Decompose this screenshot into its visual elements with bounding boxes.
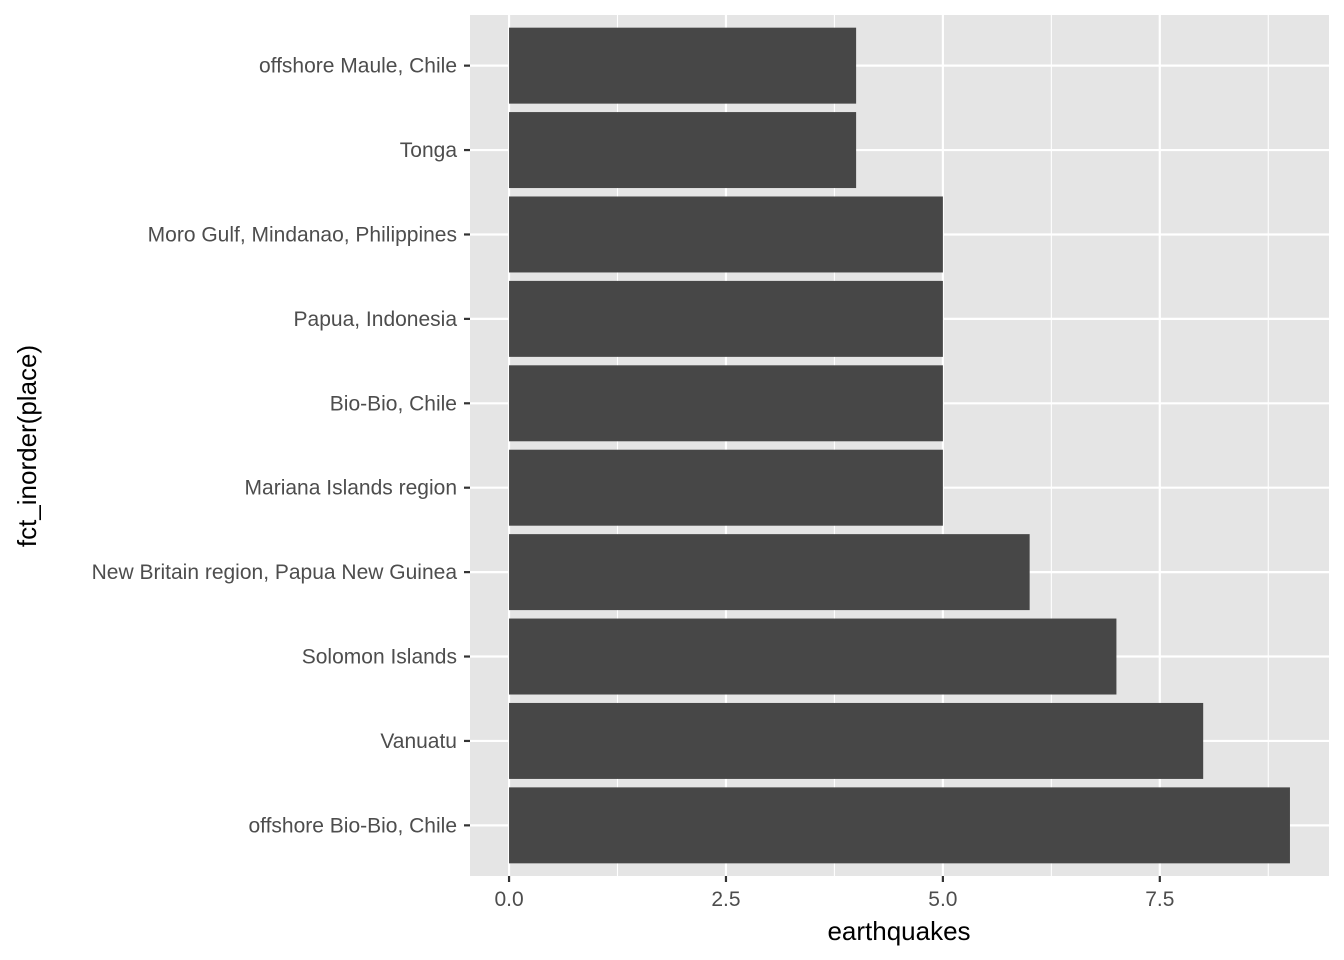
x-tick-label: 0.0 [494,888,523,911]
x-axis-title: earthquakes [827,916,970,946]
bar [509,787,1290,864]
y-axis: offshore Maule, Chile Tonga Moro Gulf, Min… [92,55,470,837]
y-tick-label: Moro Gulf, Mindanao, Philippines [148,223,457,246]
y-tick-label: Tonga [400,139,458,162]
y-tick-label: offshore Maule, Chile [259,55,457,78]
y-tick-label: Bio-Bio, Chile [330,392,457,415]
y-tick-label: Vanuatu [380,730,457,753]
y-tick-label: Papua, Indonesia [294,308,458,331]
bar [509,449,943,526]
y-tick-label: Solomon Islands [302,646,457,669]
bar [509,618,1117,695]
y-tick-label: New Britain region, Papua New Guinea [92,561,458,584]
x-tick-label: 7.5 [1145,888,1174,911]
bars [509,27,1290,864]
bar [509,702,1204,779]
x-axis: 0.0 2.5 5.0 7.5 [494,876,1174,911]
bar [509,112,857,189]
x-tick-label: 2.5 [711,888,740,911]
y-tick-label: offshore Bio-Bio, Chile [248,814,457,837]
y-tick-label: Mariana Islands region [245,477,457,500]
y-axis-title: fct_inorder(place) [12,345,42,547]
bar [509,196,943,273]
bar [509,280,943,357]
bar [509,365,943,442]
x-tick-label: 5.0 [928,888,957,911]
bar [509,534,1030,611]
bar [509,27,857,104]
